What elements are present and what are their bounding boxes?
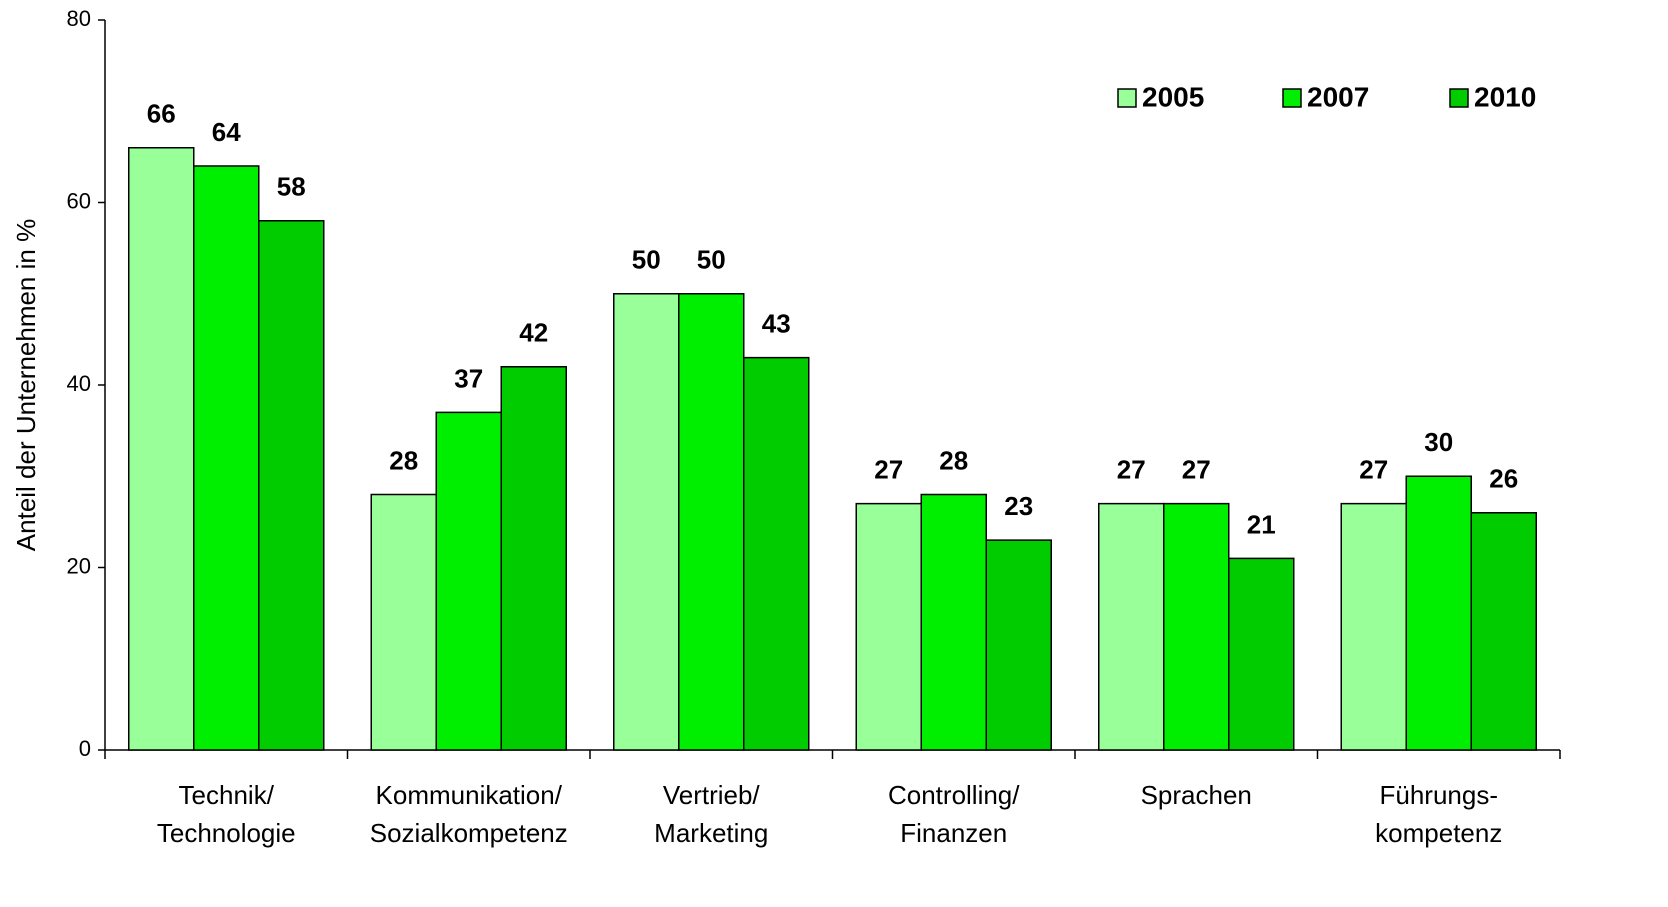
bar xyxy=(500,366,567,751)
value-label: 50 xyxy=(632,245,661,275)
value-label: 37 xyxy=(454,363,483,393)
y-tick-label: 60 xyxy=(67,188,91,213)
value-label: 26 xyxy=(1489,464,1518,494)
bar xyxy=(1163,502,1230,751)
bar xyxy=(193,165,260,751)
value-label: 28 xyxy=(939,445,968,475)
value-label: 43 xyxy=(762,309,791,339)
value-label: 21 xyxy=(1247,509,1276,539)
legend-swatch xyxy=(1117,88,1137,108)
value-label: 30 xyxy=(1424,427,1453,457)
value-label: 64 xyxy=(212,117,241,147)
y-tick-label: 20 xyxy=(67,553,91,578)
x-tick-label: Finanzen xyxy=(900,818,1007,848)
bar xyxy=(128,147,195,751)
x-tick-label: Vertrieb/ xyxy=(663,780,761,810)
value-label: 58 xyxy=(277,172,306,202)
value-label: 66 xyxy=(147,99,176,129)
bar xyxy=(855,502,922,751)
bar xyxy=(1470,512,1537,751)
y-tick-label: 40 xyxy=(67,371,91,396)
bar xyxy=(1228,557,1295,751)
legend-label: 2007 xyxy=(1307,81,1369,112)
value-label: 50 xyxy=(697,245,726,275)
x-tick-label: Controlling/ xyxy=(888,780,1020,810)
bar xyxy=(743,356,810,751)
x-tick-label: Sprachen xyxy=(1141,780,1252,810)
value-label: 27 xyxy=(1117,455,1146,485)
bar xyxy=(613,293,680,751)
y-tick-label: 80 xyxy=(67,6,91,31)
legend-label: 2010 xyxy=(1474,81,1536,112)
x-tick-label: Kommunikation/ xyxy=(376,780,563,810)
value-label: 27 xyxy=(1182,455,1211,485)
x-tick-label: Technologie xyxy=(157,818,296,848)
bar xyxy=(920,493,987,751)
bar xyxy=(1405,475,1472,751)
x-tick-label: Führungs- xyxy=(1380,780,1499,810)
value-label: 27 xyxy=(874,455,903,485)
x-tick-label: kompetenz xyxy=(1375,818,1502,848)
value-label: 42 xyxy=(519,318,548,348)
legend-label: 2005 xyxy=(1142,81,1204,112)
bar xyxy=(1340,502,1407,751)
value-label: 23 xyxy=(1004,491,1033,521)
bar xyxy=(1098,502,1165,751)
x-tick-label: Sozialkompetenz xyxy=(370,818,568,848)
legend-swatch xyxy=(1282,88,1302,108)
value-label: 27 xyxy=(1359,455,1388,485)
x-tick-label: Technik/ xyxy=(179,780,275,810)
bar xyxy=(258,220,325,751)
y-axis-label: Anteil der Unternehmen in % xyxy=(11,219,41,551)
bar xyxy=(370,493,437,751)
y-tick-label: 0 xyxy=(79,736,91,761)
x-tick-label: Marketing xyxy=(654,818,768,848)
value-label: 28 xyxy=(389,445,418,475)
bar xyxy=(678,293,745,751)
bar xyxy=(985,539,1052,751)
legend-swatch xyxy=(1449,88,1469,108)
bar xyxy=(435,411,502,751)
